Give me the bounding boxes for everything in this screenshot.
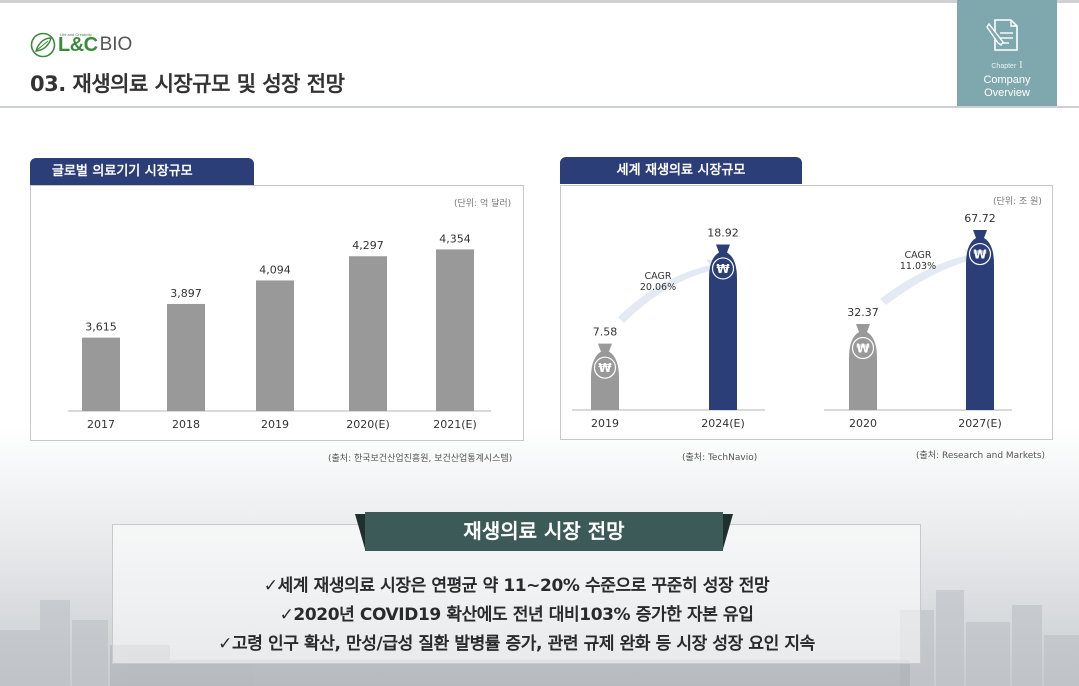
bar-2027(e) xyxy=(966,230,994,410)
won-icon: ₩ xyxy=(973,248,987,262)
header-divider xyxy=(0,106,1079,108)
category-label: 2020(E) xyxy=(346,418,390,431)
chapter-title-line1: Company xyxy=(983,74,1031,86)
company-logo: Life and Creativity L&C BIO xyxy=(30,31,132,59)
category-label: 2019 xyxy=(591,417,619,430)
won-coin-ring xyxy=(851,336,875,360)
logo-bio: BIO xyxy=(99,34,133,55)
outlook-bullet-1: ✓세계 재생의료 시장은 연평균 약 11~20% 수준으로 꾸준히 성장 전망 xyxy=(263,576,770,596)
medical-device-unit: (단위: 억 달러) xyxy=(454,199,512,209)
bar-2019 xyxy=(591,343,619,410)
bar-2018 xyxy=(167,303,205,411)
category-label: 2027(E) xyxy=(958,417,1002,430)
category-label: 2020 xyxy=(849,417,877,430)
bar-2019 xyxy=(256,280,294,411)
value-label: 67.72 xyxy=(964,212,996,225)
cagr-label: CAGR xyxy=(905,250,932,261)
regenerative-unit: (단위: 조 원) xyxy=(993,197,1042,207)
bar-2020(e) xyxy=(349,256,387,411)
research-markets-source: (출처: Research and Markets) xyxy=(916,451,1046,461)
category-label: 2019 xyxy=(261,418,289,431)
cagr-arrow xyxy=(880,249,980,305)
cagr-label: CAGR xyxy=(645,271,672,282)
won-coin-ring xyxy=(711,257,735,280)
bar-2021(e) xyxy=(436,249,474,411)
bar-2020 xyxy=(849,323,877,410)
cagr-arrow xyxy=(618,259,722,323)
technavio-source: (출처: TechNavio) xyxy=(682,453,758,463)
chapter-title-line2: Overview xyxy=(984,87,1030,99)
medical-device-bar-chart: 3,615 2017 3,897 2018 4,094 2019 4,297 2020(E) 4… xyxy=(68,232,491,431)
top-border xyxy=(0,0,1079,3)
page-title: 03. 재생의료 시장규모 및 성장 전망 xyxy=(30,72,345,96)
chapter-number: I xyxy=(1019,60,1023,71)
logo-tagline: Life and Creativity xyxy=(60,32,93,37)
outlook-bullet-3: ✓고령 인구 확산, 만성/급성 질환 발병률 증가, 관련 규제 완화 등 시… xyxy=(218,634,815,654)
category-label: 2017 xyxy=(87,418,115,431)
category-label: 2018 xyxy=(172,418,200,431)
market-outlook-tab xyxy=(355,512,733,551)
chapter-badge: Chapter I Company Overview xyxy=(957,0,1057,107)
value-label: 4,354 xyxy=(439,232,471,245)
document-pen-icon xyxy=(986,19,1018,51)
won-icon: ₩ xyxy=(716,262,730,276)
value-label: 18.92 xyxy=(707,226,739,239)
medical-device-chart-title: 글로벌 의료기기 시장규모 xyxy=(30,158,254,185)
medical-device-source: (출처: 한국보건산업진흥원, 보건산업통계시스템) xyxy=(328,454,513,464)
regenerative-chart-title: 세계 재생의료 시장규모 xyxy=(560,157,802,184)
won-coin-ring xyxy=(968,242,992,266)
category-label: 2021(E) xyxy=(433,418,477,431)
category-label: 2024(E) xyxy=(701,417,745,430)
value-label: 32.37 xyxy=(847,306,879,319)
cagr-value: 11.03% xyxy=(900,261,936,272)
bar-2024(e) xyxy=(709,244,737,410)
won-icon: ₩ xyxy=(598,361,612,375)
value-label: 3,897 xyxy=(170,287,202,300)
value-label: 7.58 xyxy=(593,326,618,339)
won-coin-ring xyxy=(593,356,617,379)
logo-lc: L&C xyxy=(58,33,98,56)
outlook-bullet-2: ✓2020년 COVID19 확산에도 전년 대비103% 증가한 자본 유입 xyxy=(279,605,754,625)
cagr-value: 20.06% xyxy=(640,282,676,293)
won-icon: ₩ xyxy=(856,341,870,355)
leaf-icon xyxy=(30,32,56,58)
market-outlook-title: 재생의료 시장 전망 xyxy=(463,519,625,543)
chapter-label: Chapter I xyxy=(991,60,1023,71)
bar-2017 xyxy=(82,337,120,411)
value-label: 4,094 xyxy=(259,263,291,276)
value-label: 4,297 xyxy=(352,239,384,252)
value-label: 3,615 xyxy=(85,321,117,334)
